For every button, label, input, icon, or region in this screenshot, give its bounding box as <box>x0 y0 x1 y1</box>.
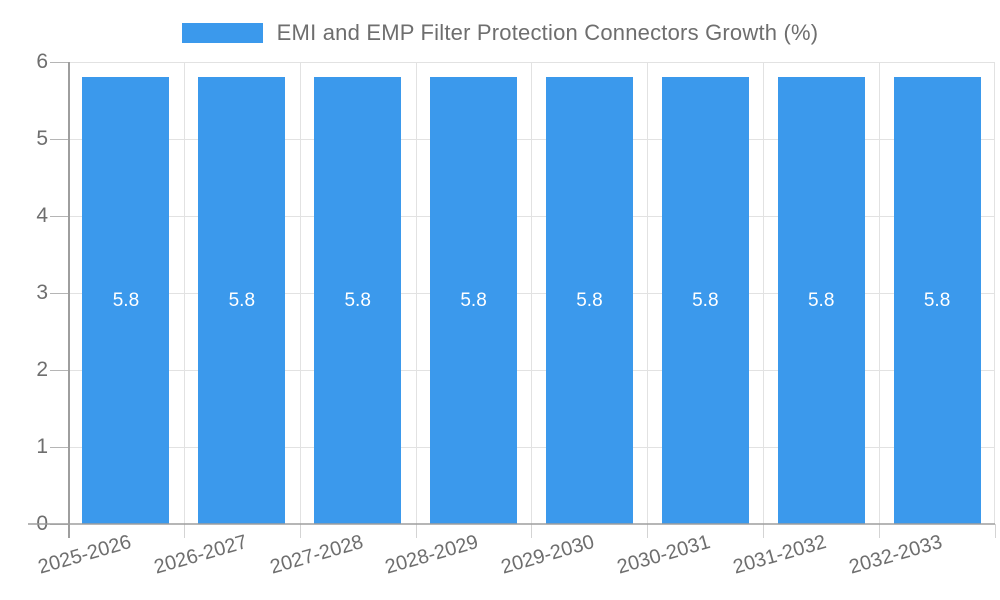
x-tick-label: 2027-2028 <box>268 531 367 579</box>
bar-value-label: 5.8 <box>228 289 256 311</box>
bar-value-label: 5.8 <box>807 289 835 311</box>
x-tick-mark <box>763 524 764 538</box>
v-gridline <box>879 62 880 524</box>
x-tick-label: 2026-2027 <box>152 531 251 579</box>
x-tick-label: 2029-2030 <box>499 531 598 579</box>
x-tick-mark <box>647 524 648 538</box>
bar-value-label: 5.8 <box>460 289 487 311</box>
bar-value-label: 5.8 <box>692 289 719 311</box>
x-tick-mark <box>531 524 532 538</box>
x-axis-line <box>28 523 995 525</box>
bar[interactable]: 5.8 <box>198 77 286 524</box>
bar-cell: 5.8 <box>532 62 648 524</box>
y-tick-mark <box>50 216 68 217</box>
y-tick-label: 6 <box>36 50 48 73</box>
v-gridline <box>184 62 185 524</box>
bar-cell: 5.8 <box>763 62 879 524</box>
x-tick-mark <box>995 524 996 538</box>
x-tick-mark <box>184 524 185 538</box>
y-tick-mark <box>50 370 68 371</box>
y-tick-mark <box>50 139 68 140</box>
y-tick-label: 4 <box>36 204 48 227</box>
v-gridline <box>531 62 532 524</box>
bar-value-label: 5.8 <box>112 289 140 311</box>
legend-swatch[interactable] <box>181 23 263 43</box>
bar[interactable]: 5.8 <box>545 77 633 524</box>
bar[interactable]: 5.8 <box>430 77 518 524</box>
bar-value-label: 5.8 <box>576 289 603 311</box>
y-axis-line <box>68 62 70 538</box>
x-tick-mark <box>300 524 301 538</box>
bar-value-label: 5.8 <box>923 289 951 311</box>
v-gridline <box>994 62 995 524</box>
bar-cell: 5.8 <box>184 62 300 524</box>
bar[interactable]: 5.8 <box>314 77 402 524</box>
v-gridline <box>300 62 301 524</box>
bar-cell: 5.8 <box>416 62 532 524</box>
bar-value-label: 5.8 <box>344 289 371 311</box>
bar[interactable]: 5.8 <box>82 77 170 524</box>
y-tick-mark <box>50 62 68 63</box>
legend: EMI and EMP Filter Protection Connectors… <box>0 20 1000 46</box>
x-tick-label: 2028-2029 <box>383 531 482 579</box>
x-tick-mark <box>879 524 880 538</box>
v-gridline <box>763 62 764 524</box>
bar[interactable]: 5.8 <box>893 77 981 524</box>
x-tick-label: 2032-2033 <box>847 531 946 579</box>
v-gridline <box>416 62 417 524</box>
y-tick-mark <box>50 447 68 448</box>
x-tick-mark <box>416 524 417 538</box>
bar[interactable]: 5.8 <box>661 77 749 524</box>
bar-series: 5.8 5.8 5.8 5.8 5.8 <box>68 62 995 524</box>
plot-area: 5.8 5.8 5.8 5.8 5.8 <box>68 62 995 524</box>
legend-label[interactable]: EMI and EMP Filter Protection Connectors… <box>276 20 819 45</box>
x-tick-label: 2025-2026 <box>36 531 135 579</box>
bar-cell: 5.8 <box>300 62 416 524</box>
bar-cell: 5.8 <box>68 62 184 524</box>
x-tick-label: 2030-2031 <box>615 531 714 579</box>
y-tick-label: 1 <box>36 435 48 458</box>
v-gridline <box>647 62 648 524</box>
y-tick-mark <box>50 293 68 294</box>
x-tick-label: 2031-2032 <box>731 531 830 579</box>
y-tick-label: 5 <box>36 127 48 150</box>
bar-cell: 5.8 <box>647 62 763 524</box>
y-tick-label: 3 <box>36 281 48 304</box>
y-tick-label: 2 <box>36 358 48 381</box>
bar[interactable]: 5.8 <box>777 77 865 524</box>
bar-cell: 5.8 <box>879 62 995 524</box>
